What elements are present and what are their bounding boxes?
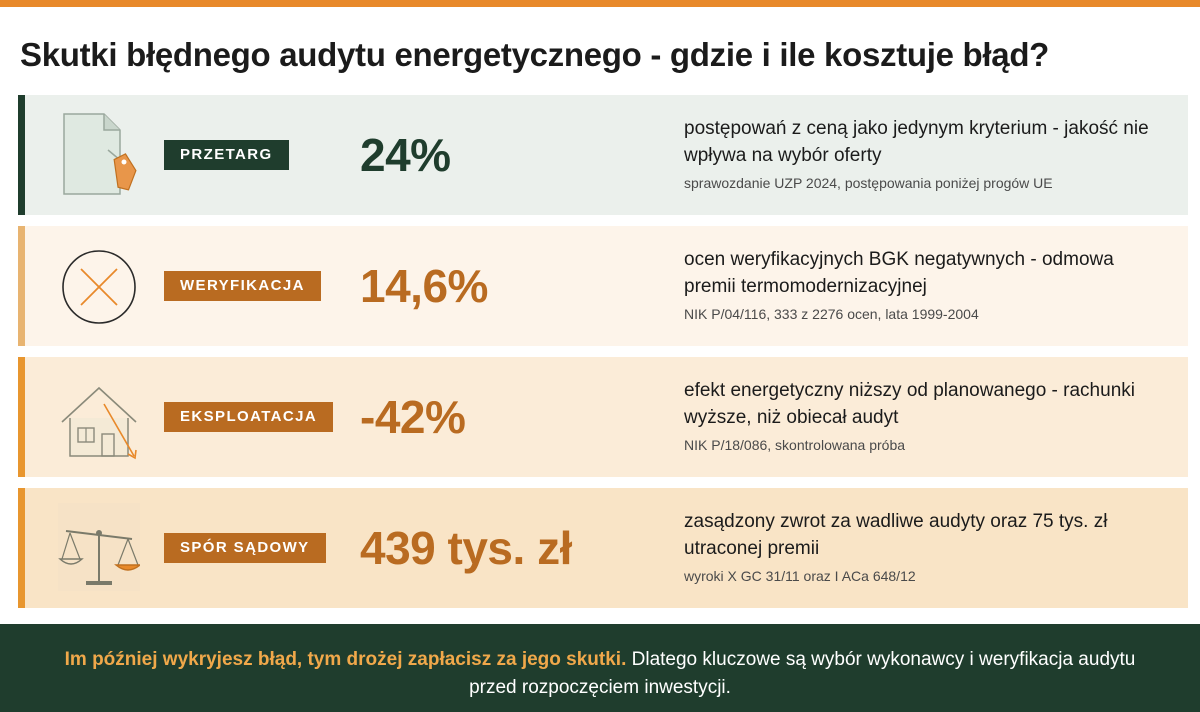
stat-source: NIK P/18/086, skontrolowana próba bbox=[684, 437, 906, 453]
page-title: Skutki błędnego audytu energetycznego - … bbox=[20, 36, 1050, 73]
stat-description: postępowań z ceną jako jedynym kryterium… bbox=[684, 118, 1149, 166]
row-spor-sadowy: SPÓR SĄDOWY 439 tys. zł zasądzony zwrot … bbox=[18, 488, 1188, 608]
stat-description: efekt energetyczny niższy od planowanego… bbox=[684, 380, 1135, 428]
stat-source: wyroki X GC 31/11 oraz I ACa 648/12 bbox=[684, 568, 916, 584]
stat-description: zasądzony zwrot za wadliwe audyty oraz 7… bbox=[684, 511, 1108, 559]
footer-highlight: Im później wykryjesz błąd, tym drożej za… bbox=[64, 649, 627, 670]
stat-description: ocen weryfikacyjnych BGK negatywnych - o… bbox=[684, 249, 1114, 297]
footer-banner: Im później wykryjesz błąd, tym drożej za… bbox=[0, 624, 1200, 712]
document-price-tag-icon bbox=[58, 110, 140, 198]
tag-label: EKSPLOATACJA bbox=[164, 402, 334, 432]
stat-value: 14,6% bbox=[360, 260, 488, 312]
tag-label: PRZETARG bbox=[164, 140, 289, 170]
scales-icon bbox=[58, 503, 140, 591]
row-accent bbox=[18, 488, 25, 608]
row-eksploatacja: EKSPLOATACJA -42% efekt energetyczny niż… bbox=[18, 357, 1188, 477]
stat-value: 439 tys. zł bbox=[360, 522, 572, 574]
row-accent bbox=[18, 95, 25, 215]
top-accent-bar bbox=[0, 0, 1200, 7]
row-accent bbox=[18, 226, 25, 346]
stat-source: sprawozdanie UZP 2024, postępowania poni… bbox=[684, 175, 1053, 191]
stat-source: NIK P/04/116, 333 z 2276 ocen, lata 1999… bbox=[684, 306, 979, 322]
row-accent bbox=[18, 357, 25, 477]
stat-value: 24% bbox=[360, 129, 451, 181]
house-decline-icon bbox=[58, 372, 140, 460]
stat-value: -42% bbox=[360, 391, 466, 443]
footer-text: Dlatego kluczowe są wybór wykonawcy i we… bbox=[469, 649, 1136, 698]
row-przetarg: PRZETARG 24% postępowań z ceną jako jedy… bbox=[18, 95, 1188, 215]
circle-x-icon bbox=[58, 241, 140, 329]
tag-label: SPÓR SĄDOWY bbox=[164, 533, 326, 563]
row-weryfikacja: WERYFIKACJA 14,6% ocen weryfikacyjnych B… bbox=[18, 226, 1188, 346]
tag-label: WERYFIKACJA bbox=[164, 271, 321, 301]
